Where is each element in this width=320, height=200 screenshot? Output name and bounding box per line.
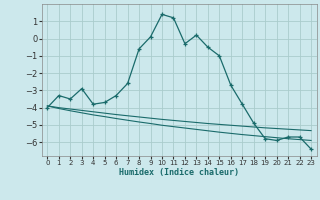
X-axis label: Humidex (Indice chaleur): Humidex (Indice chaleur) <box>119 168 239 177</box>
